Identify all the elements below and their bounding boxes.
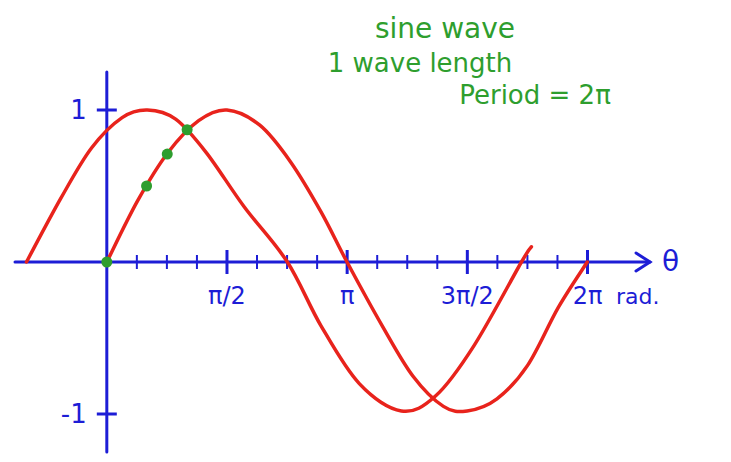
annotation: 1 wave length: [328, 48, 513, 78]
y-tick: [97, 109, 117, 112]
y-tick: [97, 413, 117, 416]
minor-tick: [376, 255, 378, 269]
minor-tick: [406, 255, 408, 269]
sine-curve: [26, 110, 531, 411]
plot-area: [26, 110, 587, 412]
minor-tick: [166, 255, 168, 269]
minor-tick: [316, 255, 318, 269]
y-tick-label: 1: [70, 95, 87, 125]
x-tick: [466, 250, 469, 274]
point: [162, 149, 173, 160]
x-tick-label: 2π: [573, 282, 603, 310]
point: [101, 257, 112, 268]
chart: π/2 π 3π/2 2π -1 1 θrad. sine wave1 wave length…: [0, 0, 731, 462]
x-tick-label: π: [340, 282, 354, 310]
minor-tick: [136, 255, 138, 269]
y-tick-label: -1: [61, 399, 87, 429]
minor-tick: [526, 255, 528, 269]
x-axis-arrow: [636, 253, 650, 271]
x-tick-label: π/2: [208, 282, 246, 310]
x-tick: [225, 250, 228, 274]
minor-tick: [556, 255, 558, 269]
point: [141, 181, 152, 192]
x-tick-label: 3π/2: [441, 282, 494, 310]
minor-tick: [196, 255, 198, 269]
minor-tick: [256, 255, 258, 269]
x-axis-unit: rad.: [616, 284, 659, 309]
minor-tick: [496, 255, 498, 269]
x-axis-title: θ: [662, 245, 679, 278]
annotation: Period = 2π: [459, 80, 611, 110]
minor-tick: [436, 255, 438, 269]
title: sine wave: [375, 12, 515, 45]
point: [182, 124, 193, 135]
